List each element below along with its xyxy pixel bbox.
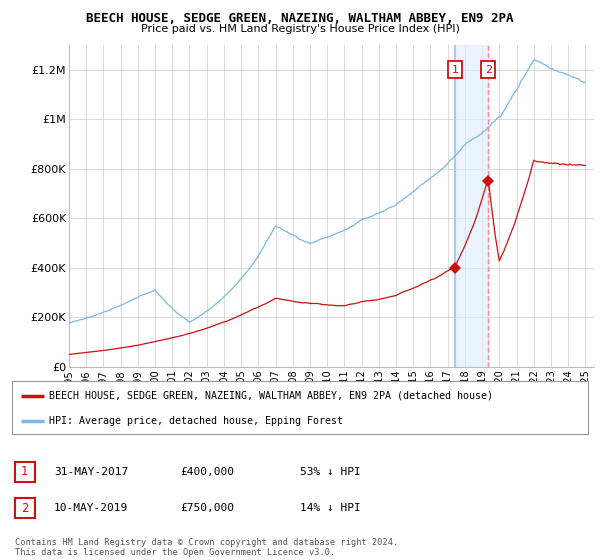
Text: 2: 2 bbox=[21, 502, 29, 515]
Text: 1: 1 bbox=[451, 64, 458, 74]
Text: HPI: Average price, detached house, Epping Forest: HPI: Average price, detached house, Eppi… bbox=[49, 416, 343, 426]
Text: 1: 1 bbox=[21, 465, 29, 478]
Text: £750,000: £750,000 bbox=[180, 503, 234, 513]
Bar bbox=[455, 45, 488, 367]
Text: 10-MAY-2019: 10-MAY-2019 bbox=[54, 503, 128, 513]
Text: £400,000: £400,000 bbox=[180, 466, 234, 477]
Text: 2: 2 bbox=[485, 64, 492, 74]
Text: 31-MAY-2017: 31-MAY-2017 bbox=[54, 466, 128, 477]
Text: Contains HM Land Registry data © Crown copyright and database right 2024.
This d: Contains HM Land Registry data © Crown c… bbox=[15, 538, 398, 557]
Text: BEECH HOUSE, SEDGE GREEN, NAZEING, WALTHAM ABBEY, EN9 2PA: BEECH HOUSE, SEDGE GREEN, NAZEING, WALTH… bbox=[86, 12, 514, 25]
Text: 14% ↓ HPI: 14% ↓ HPI bbox=[300, 503, 361, 513]
Text: BEECH HOUSE, SEDGE GREEN, NAZEING, WALTHAM ABBEY, EN9 2PA (detached house): BEECH HOUSE, SEDGE GREEN, NAZEING, WALTH… bbox=[49, 391, 493, 401]
Text: 53% ↓ HPI: 53% ↓ HPI bbox=[300, 466, 361, 477]
Text: Price paid vs. HM Land Registry's House Price Index (HPI): Price paid vs. HM Land Registry's House … bbox=[140, 24, 460, 34]
